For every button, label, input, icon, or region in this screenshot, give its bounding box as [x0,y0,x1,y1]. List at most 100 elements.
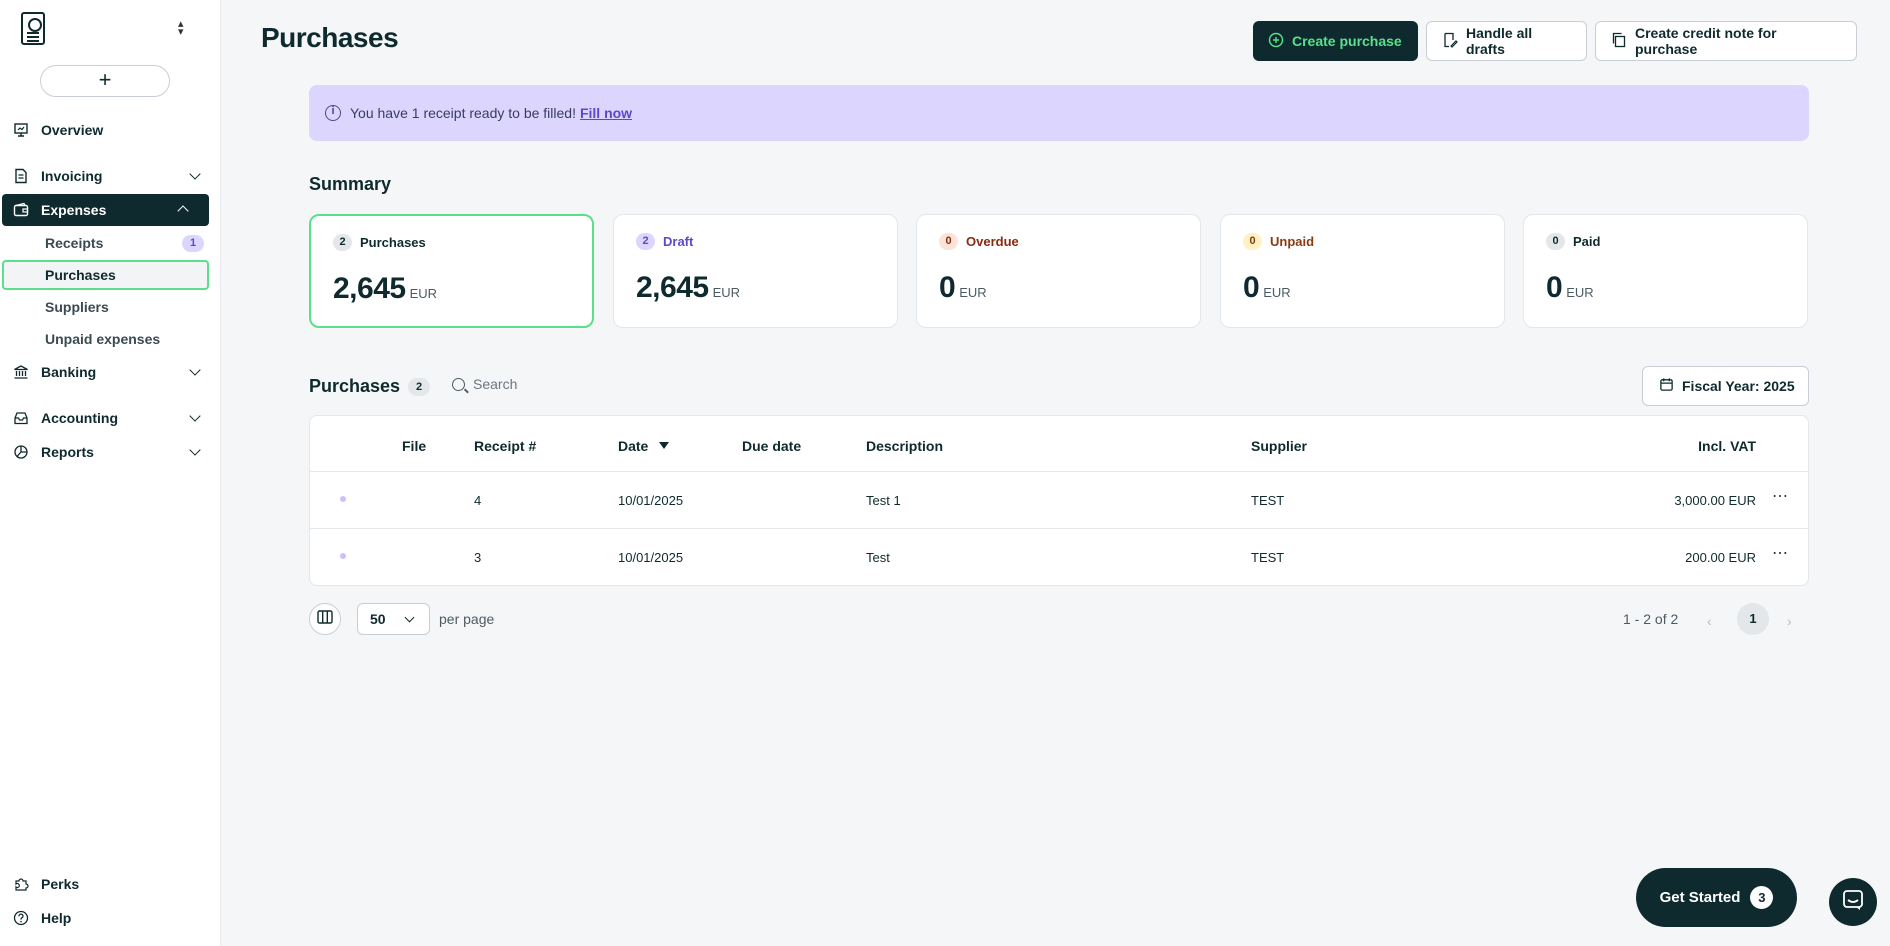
card-count-badge: 0 [1546,233,1565,250]
nav-reports[interactable]: Reports [0,437,221,467]
cell-incl-vat: 3,000.00 EUR [1674,493,1756,508]
nav-accounting[interactable]: Accounting [0,403,221,433]
sidebar-item-unpaid-expenses[interactable]: Unpaid expenses [2,324,209,354]
summary-card-paid[interactable]: 0 Paid 0 EUR [1523,214,1808,328]
card-label: Unpaid [1270,234,1315,249]
more-options-icon[interactable]: ⋯ [1772,488,1789,505]
card-count-badge: 0 [1243,233,1262,250]
purchases-table: File Receipt # Date Due date Description… [309,415,1809,586]
nav-expenses[interactable]: Expenses [2,194,209,226]
sidebar-item-label: Suppliers [45,299,109,315]
receipts-count-badge: 1 [182,235,204,252]
nav-label: Banking [41,364,97,380]
column-header-description[interactable]: Description [866,438,944,454]
nav-label: Accounting [41,410,118,426]
nav-perks[interactable]: Perks [0,869,221,899]
fiscal-year-button[interactable]: Fiscal Year: 2025 [1642,366,1809,406]
sidebar-item-receipts[interactable]: Receipts 1 [2,228,209,258]
handle-drafts-button[interactable]: Handle all drafts [1426,21,1587,61]
sidebar-item-purchases[interactable]: Purchases [2,260,209,290]
nav-label: Invoicing [41,168,103,184]
receipt-banner: You have 1 receipt ready to be filled! F… [309,85,1809,141]
document-edit-icon [1442,32,1458,51]
row-divider [310,471,1808,472]
cell-supplier: TEST [1251,550,1285,565]
create-credit-note-button[interactable]: Create credit note for purchase [1595,21,1857,61]
sidebar-item-label: Purchases [45,267,116,283]
button-label: Create credit note for purchase [1635,25,1777,57]
company-logo-icon[interactable] [21,12,45,45]
per-page-select[interactable]: 50 [357,603,430,635]
columns-icon [317,609,333,629]
sort-desc-icon [659,442,670,449]
nav-invoicing[interactable]: Invoicing [0,161,221,191]
card-label: Overdue [966,234,1019,249]
page-number-button[interactable]: 1 [1737,603,1769,635]
inbox-tray-icon [13,410,29,426]
search-icon [452,377,465,391]
button-label: Handle all drafts [1466,25,1533,57]
nav-label: Reports [41,444,94,460]
card-value: 0 [1546,271,1563,304]
nav-label: Expenses [41,202,107,218]
next-page-icon[interactable]: › [1787,613,1792,629]
chat-launcher-button[interactable] [1829,878,1877,926]
cell-supplier: TEST [1251,493,1285,508]
per-page-value: 50 [370,611,386,627]
sidebar-item-suppliers[interactable]: Suppliers [2,292,209,322]
chat-icon [1842,889,1864,916]
card-currency: EUR [409,286,438,301]
nav-label: Help [41,910,72,926]
column-header-file[interactable]: File [402,438,427,454]
column-header-supplier[interactable]: Supplier [1251,438,1308,454]
summary-title: Summary [309,174,392,194]
column-header-date[interactable]: Date [618,438,670,454]
pie-chart-icon [13,444,29,460]
fill-now-link[interactable]: Fill now [579,105,633,121]
card-value: 0 [939,271,956,304]
summary-card-overdue[interactable]: 0 Overdue 0 EUR [916,214,1201,328]
card-currency: EUR [959,285,987,300]
card-label: Purchases [360,235,426,250]
chevron-down-icon [189,444,201,456]
prev-page-icon[interactable]: ‹ [1707,613,1712,629]
chevron-down-icon [189,410,201,422]
new-item-button[interactable]: + [40,65,170,97]
card-count-badge: 2 [333,234,352,251]
column-header-receipt[interactable]: Receipt # [474,438,537,454]
per-page-label: per page [439,611,495,627]
column-header-incl-vat[interactable]: Incl. VAT [1698,438,1756,454]
help-circle-icon [13,910,29,926]
chevron-down-icon [404,612,415,623]
fiscal-year-label: Fiscal Year: 2025 [1682,378,1795,394]
column-header-date-label: Date [618,438,649,454]
card-currency: EUR [1263,285,1291,300]
company-switcher-icon[interactable]: ▴ ▾ [178,18,184,38]
plus-circle-icon [1268,32,1284,51]
presentation-chart-icon [13,122,29,138]
list-title: Purchases 2 [309,376,431,397]
button-label: Create purchase [1292,33,1402,49]
more-options-icon[interactable]: ⋯ [1772,545,1789,562]
cell-description: Test 1 [866,493,901,508]
nav-overview[interactable]: Overview [0,115,221,145]
search-input[interactable]: Search [452,376,517,392]
status-dot-icon [340,553,346,559]
nav-help[interactable]: Help [0,903,221,933]
list-title-text: Purchases [309,376,401,396]
cell-date: 10/01/2025 [618,550,684,565]
card-label: Paid [1573,234,1601,249]
columns-toggle-button[interactable] [309,603,341,635]
get-started-button[interactable]: Get Started 3 [1636,868,1797,927]
summary-card-draft[interactable]: 2 Draft 2,645 EUR [613,214,898,328]
summary-card-unpaid[interactable]: 0 Unpaid 0 EUR [1220,214,1505,328]
card-count-badge: 2 [636,233,655,250]
column-header-due-date[interactable]: Due date [742,438,802,454]
sidebar-item-label: Unpaid expenses [45,331,161,347]
info-icon [325,105,341,121]
summary-card-purchases[interactable]: 2 Purchases 2,645 EUR [309,214,594,328]
nav-banking[interactable]: Banking [0,357,221,387]
card-value: 2,645 [636,271,709,304]
cell-incl-vat: 200.00 EUR [1685,550,1756,565]
create-purchase-button[interactable]: Create purchase [1253,21,1418,61]
